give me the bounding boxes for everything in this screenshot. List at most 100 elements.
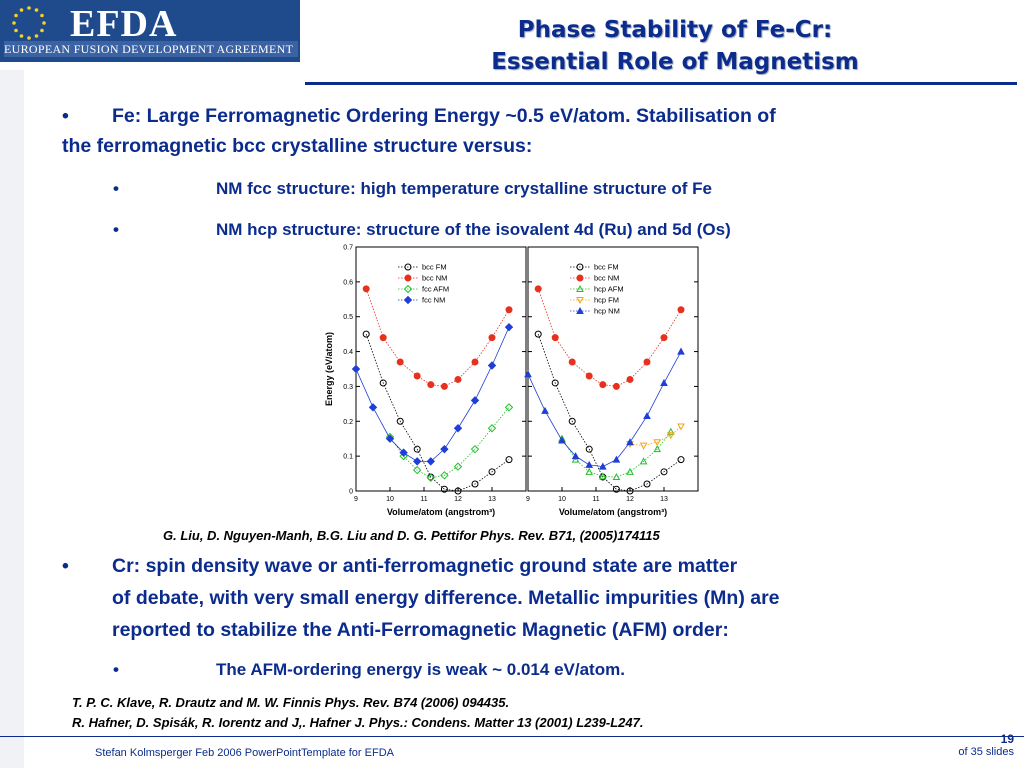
- series-line: [365, 288, 510, 387]
- data-point: [643, 480, 651, 488]
- data-point: [351, 364, 361, 374]
- data-point: [639, 457, 648, 465]
- klave-reference: T. P. C. Klave, R. Drautz and M. W. Finn…: [72, 695, 510, 710]
- y-tick-label: 0.5: [343, 314, 353, 321]
- data-point: [598, 462, 607, 470]
- energy-volume-charts: 9 10 11 12 13 0 0.1 0.2 0.3 0.4 0.5 0.6 0.7 bcc FM bcc…: [324, 245, 699, 517]
- data-point: [488, 468, 496, 476]
- legend-marker: [576, 297, 584, 305]
- data-point: [488, 334, 496, 342]
- x-axis-label: Volume/atom (angstrom³): [559, 507, 667, 517]
- data-point: [612, 473, 621, 481]
- data-point: [558, 436, 566, 444]
- data-point: [379, 379, 387, 387]
- data-point: [626, 438, 634, 446]
- data-point: [426, 473, 436, 482]
- bullet-marker: •: [62, 105, 69, 127]
- cr-bullet-line3: reported to stabilize the Anti-Ferromagn…: [112, 619, 729, 641]
- data-point: [524, 370, 532, 378]
- title-underline: [305, 82, 1017, 85]
- star-icon: [19, 8, 24, 12]
- star-icon: [19, 34, 24, 38]
- data-point: [612, 382, 620, 390]
- legend-label: hcp FM: [594, 296, 619, 305]
- star-icon: [42, 21, 46, 25]
- data-point: [599, 381, 607, 389]
- cr-bullet-line2: of debate, with very small energy differ…: [112, 587, 780, 609]
- legend-marker: [576, 274, 584, 282]
- legend-label: bcc FM: [422, 263, 447, 272]
- star-icon: [27, 6, 31, 10]
- data-point: [471, 358, 479, 366]
- series-line: [365, 334, 510, 492]
- logo-subtitle: EUROPEAN FUSION DEVELOPMENT AGREEMENT: [4, 41, 298, 57]
- energy-volume-figure: 9 10 11 12 13 0 0.1 0.2 0.3 0.4 0.5 0.6 0.7 bcc FM bcc…: [322, 243, 702, 525]
- legend-label: bcc FM: [594, 263, 619, 272]
- x-tick-label: 13: [660, 496, 668, 503]
- data-point: [571, 452, 580, 460]
- x-tick-label: 10: [386, 496, 394, 503]
- data-point: [412, 457, 422, 466]
- star-icon: [34, 8, 39, 12]
- legend-label: fcc AFM: [422, 285, 449, 294]
- legend-label: bcc NM: [594, 274, 619, 283]
- y-tick-label: 0.3: [343, 384, 353, 391]
- data-point: [399, 451, 408, 461]
- title-line-1: Phase Stability of Fe-Cr:: [517, 17, 833, 43]
- data-point: [504, 403, 514, 412]
- series-line: [537, 334, 682, 492]
- data-point: [660, 378, 668, 386]
- star-icon: [40, 13, 44, 18]
- series-line: [355, 327, 510, 462]
- data-point: [612, 485, 620, 493]
- data-point: [660, 334, 668, 342]
- legend-marker: [576, 263, 584, 271]
- left-decoration: [0, 70, 24, 768]
- data-point: [427, 381, 435, 389]
- data-point: [568, 417, 576, 425]
- series-line: [537, 288, 682, 387]
- data-point: [639, 442, 648, 450]
- star-icon: [14, 13, 18, 18]
- star-icon: [27, 36, 31, 40]
- sub-bullet-marker: •: [113, 179, 119, 198]
- data-point: [362, 285, 370, 293]
- y-axis-label: Energy (eV/atom): [324, 332, 334, 406]
- liu-citation: G. Liu, D. Nguyen-Manh, B.G. Liu and D. …: [163, 528, 660, 543]
- data-point: [666, 432, 675, 440]
- y-tick-label: 0: [349, 489, 353, 496]
- y-tick-label: 0.6: [343, 279, 353, 286]
- logo-text: EFDA: [70, 3, 178, 45]
- data-point: [534, 330, 542, 338]
- data-point: [643, 412, 651, 420]
- data-point: [368, 403, 378, 412]
- data-point: [598, 472, 607, 480]
- data-point: [568, 358, 576, 366]
- legend-marker: [404, 263, 412, 271]
- data-point: [396, 417, 404, 425]
- x-tick-label: 13: [488, 496, 496, 503]
- page-total: of 35 slides: [958, 746, 1014, 758]
- data-point: [454, 487, 462, 495]
- data-point: [440, 485, 448, 493]
- fe-bullet-line2: the ferromagnetic bcc crystalline struct…: [62, 135, 533, 157]
- data-point: [396, 358, 404, 366]
- data-point: [413, 445, 421, 453]
- series-line: [389, 407, 510, 479]
- legend-marker: [403, 284, 413, 294]
- data-point: [677, 456, 685, 464]
- data-point: [612, 455, 621, 463]
- legend-marker: [404, 274, 412, 282]
- data-point: [487, 361, 497, 370]
- data-point: [541, 406, 549, 414]
- data-point: [505, 306, 513, 314]
- x-tick-label: 11: [420, 496, 427, 503]
- data-point: [585, 460, 594, 468]
- star-icon: [40, 28, 44, 33]
- legend-marker: [576, 284, 584, 292]
- series-line: [629, 426, 682, 447]
- data-point: [453, 424, 463, 433]
- data-point: [385, 434, 395, 443]
- x-tick-label: 9: [354, 496, 358, 503]
- fe-bullet-line1: Fe: Large Ferromagnetic Ordering Energy …: [112, 105, 776, 127]
